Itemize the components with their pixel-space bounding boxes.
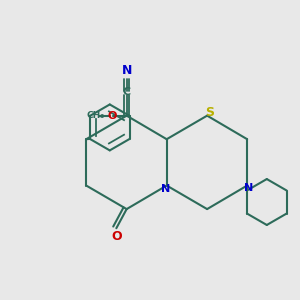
- Text: O: O: [107, 111, 117, 121]
- Text: N: N: [122, 64, 132, 77]
- Text: O: O: [111, 230, 122, 243]
- Text: N: N: [160, 184, 170, 194]
- Text: CH₃: CH₃: [87, 111, 105, 120]
- Text: C: C: [123, 86, 131, 97]
- Text: N: N: [244, 183, 253, 193]
- Text: S: S: [206, 106, 214, 119]
